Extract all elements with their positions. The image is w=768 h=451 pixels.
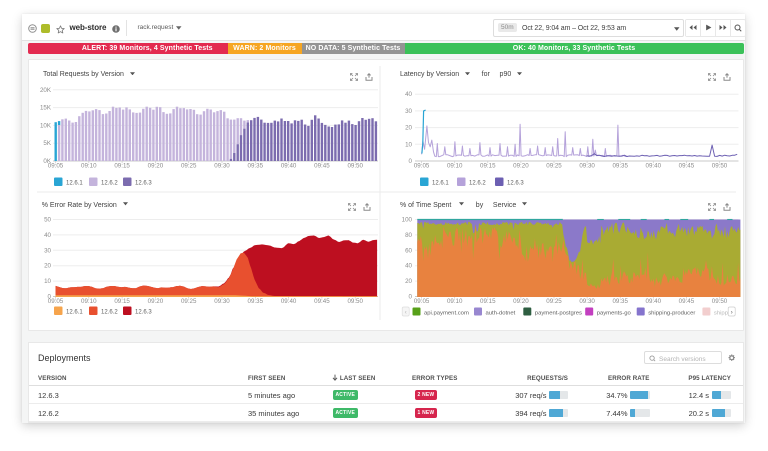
svg-text:09:30: 09:30 (214, 298, 230, 305)
svg-text:30: 30 (405, 108, 412, 115)
svg-text:09:20: 09:20 (513, 298, 529, 305)
svg-text:12.6.3: 12.6.3 (135, 310, 152, 316)
svg-text:12.6.1: 12.6.1 (432, 181, 449, 187)
svg-text:0: 0 (409, 294, 413, 301)
svg-text:09:05: 09:05 (414, 298, 430, 305)
svg-text:12.6.2: 12.6.2 (101, 310, 118, 316)
svg-text:12.6.2: 12.6.2 (101, 181, 118, 187)
svg-text:09:15: 09:15 (114, 298, 130, 305)
svg-text:09:25: 09:25 (181, 163, 197, 170)
svg-text:09:50: 09:50 (712, 298, 728, 305)
svg-text:09:05: 09:05 (48, 298, 64, 305)
svg-text:09:35: 09:35 (248, 298, 264, 305)
svg-text:5K: 5K (43, 140, 51, 147)
svg-text:40: 40 (405, 263, 412, 270)
svg-text:12.6.1: 12.6.1 (66, 181, 83, 187)
svg-text:09:30: 09:30 (579, 163, 595, 170)
svg-text:‹: ‹ (405, 309, 407, 316)
svg-text:09:45: 09:45 (314, 298, 330, 305)
svg-text:09:50: 09:50 (712, 163, 728, 170)
svg-text:09:20: 09:20 (148, 298, 164, 305)
svg-text:10K: 10K (40, 122, 52, 129)
svg-text:09:15: 09:15 (480, 163, 496, 170)
svg-text:›: › (731, 309, 733, 316)
svg-text:40: 40 (44, 232, 51, 239)
svg-text:09:15: 09:15 (480, 298, 496, 305)
svg-text:09:15: 09:15 (114, 163, 130, 170)
svg-text:100: 100 (402, 217, 413, 224)
svg-text:09:40: 09:40 (646, 298, 662, 305)
svg-text:50: 50 (44, 217, 51, 224)
svg-text:12.6.3: 12.6.3 (135, 181, 152, 187)
svg-text:40: 40 (405, 91, 412, 98)
svg-text:09:25: 09:25 (546, 163, 562, 170)
svg-text:20: 20 (405, 125, 412, 132)
svg-text:09:35: 09:35 (248, 163, 264, 170)
svg-text:payment-postgres: payment-postgres (535, 311, 582, 317)
svg-text:09:10: 09:10 (447, 163, 463, 170)
svg-text:12.6.3: 12.6.3 (507, 181, 524, 187)
svg-text:20: 20 (44, 263, 51, 270)
svg-text:api.payment.com: api.payment.com (424, 311, 469, 317)
svg-text:30: 30 (44, 247, 51, 254)
svg-text:09:45: 09:45 (679, 298, 695, 305)
svg-text:09:05: 09:05 (48, 163, 64, 170)
svg-text:09:35: 09:35 (612, 298, 628, 305)
svg-text:09:40: 09:40 (646, 163, 662, 170)
svg-text:09:10: 09:10 (81, 298, 97, 305)
svg-text:15K: 15K (40, 105, 52, 112)
svg-text:payments-go: payments-go (597, 311, 632, 317)
svg-text:0: 0 (409, 158, 413, 165)
svg-text:10: 10 (44, 278, 51, 285)
svg-text:09:40: 09:40 (281, 298, 297, 305)
svg-text:12.6.2: 12.6.2 (469, 181, 486, 187)
svg-text:09:45: 09:45 (679, 163, 695, 170)
svg-text:09:10: 09:10 (81, 163, 97, 170)
svg-text:09:40: 09:40 (281, 163, 297, 170)
svg-text:60: 60 (405, 247, 412, 254)
svg-text:09:10: 09:10 (447, 298, 463, 305)
svg-text:09:20: 09:20 (148, 163, 164, 170)
svg-text:09:25: 09:25 (181, 298, 197, 305)
svg-text:09:30: 09:30 (214, 163, 230, 170)
svg-text:shipping-producer: shipping-producer (648, 311, 695, 317)
svg-text:20K: 20K (40, 87, 52, 94)
svg-text:09:50: 09:50 (347, 298, 363, 305)
svg-text:09:25: 09:25 (546, 298, 562, 305)
svg-text:12.6.1: 12.6.1 (66, 310, 83, 316)
svg-text:80: 80 (405, 232, 412, 239)
svg-text:09:35: 09:35 (612, 163, 628, 170)
svg-text:09:45: 09:45 (314, 163, 330, 170)
svg-text:0K: 0K (43, 158, 51, 165)
svg-text:09:05: 09:05 (414, 163, 430, 170)
svg-text:09:50: 09:50 (347, 163, 363, 170)
svg-text:09:30: 09:30 (579, 298, 595, 305)
svg-text:20: 20 (405, 278, 412, 285)
svg-text:0: 0 (48, 294, 52, 301)
svg-text:shippo: shippo (714, 311, 732, 317)
svg-text:auth-dotnet: auth-dotnet (486, 311, 516, 317)
svg-text:09:20: 09:20 (513, 163, 529, 170)
svg-text:10: 10 (405, 141, 412, 148)
